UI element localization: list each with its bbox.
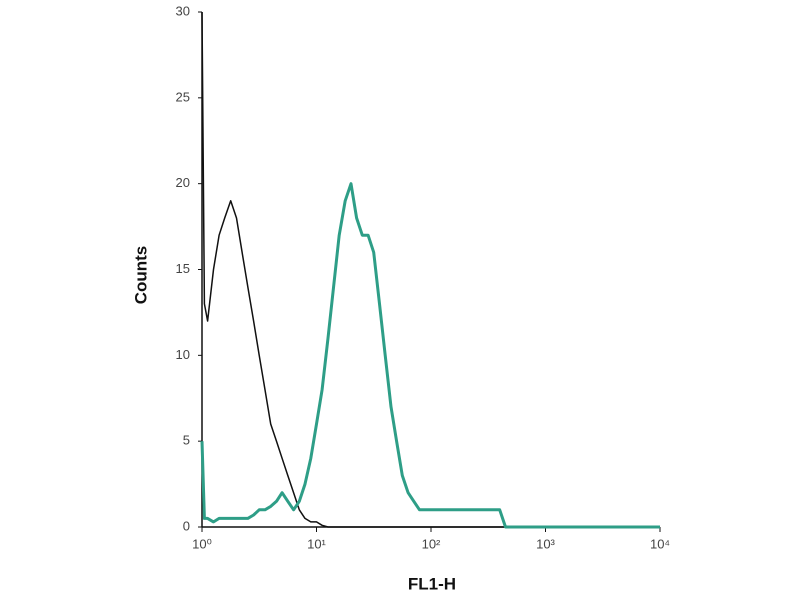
y-tick-label: 5 — [183, 433, 190, 448]
histogram-line — [201, 11, 660, 528]
x-tick-label: 10³ — [536, 536, 555, 551]
x-tick-label: 10¹ — [307, 536, 326, 551]
x-axis-label: FL1-H — [408, 574, 456, 593]
y-tick-label: 10 — [176, 347, 190, 362]
y-axis-label: Counts — [131, 246, 150, 305]
y-tick-label: 20 — [176, 175, 190, 190]
y-tick-label: 0 — [183, 518, 190, 533]
x-tick-label: 10² — [422, 536, 441, 551]
x-tick-label: 10⁰ — [192, 536, 212, 551]
y-tick-label: 15 — [176, 261, 190, 276]
x-tick-label: 10⁴ — [650, 536, 670, 551]
y-tick-label: 25 — [176, 89, 190, 104]
y-tick-label: 30 — [176, 3, 190, 18]
histogram-line — [200, 182, 660, 529]
